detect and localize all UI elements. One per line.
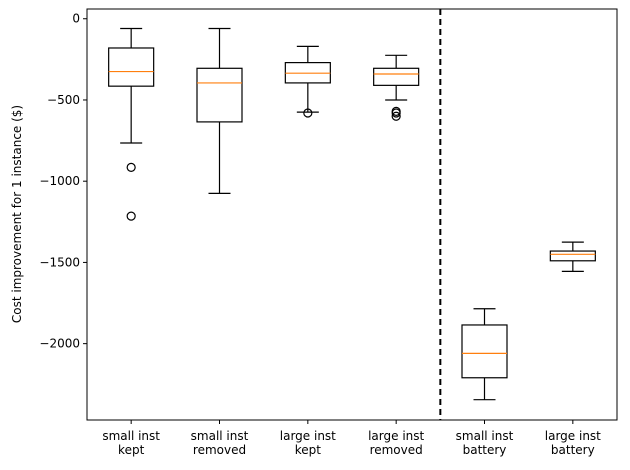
box-group — [461, 308, 508, 401]
x-tick-label: battery — [463, 443, 507, 457]
iqr-box — [196, 67, 243, 123]
y-tick-label: −500 — [47, 93, 80, 107]
x-tick-label: removed — [370, 443, 423, 457]
y-axis: 0 −500 −1000 −1500 −2000 — [39, 12, 87, 351]
box-group — [549, 241, 596, 272]
x-tick-label: removed — [193, 443, 246, 457]
iqr-box — [461, 324, 508, 379]
boxes — [108, 27, 596, 401]
x-tick-label: small inst — [191, 429, 249, 443]
box-group — [108, 27, 155, 221]
x-tick-label: large inst — [280, 429, 336, 443]
y-tick-label: −1000 — [39, 174, 80, 188]
y-tick-label: −2000 — [39, 337, 80, 351]
iqr-box — [549, 250, 596, 262]
iqr-box — [108, 47, 155, 87]
x-tick-label: kept — [118, 443, 145, 457]
box-group — [196, 27, 243, 194]
x-tick-label: kept — [295, 443, 322, 457]
x-tick-label: small inst — [456, 429, 514, 443]
x-tick-label: battery — [551, 443, 595, 457]
outlier-point — [391, 108, 401, 118]
y-tick-label: −1500 — [39, 255, 80, 269]
iqr-box — [373, 67, 420, 86]
outlier-point — [126, 211, 136, 221]
x-tick-label: large inst — [368, 429, 424, 443]
y-axis-label: Cost improvement for 1 instance ($) — [10, 105, 24, 323]
outlier-point — [391, 111, 401, 121]
x-tick-label: small inst — [102, 429, 160, 443]
box-group — [284, 45, 331, 118]
y-tick-label: 0 — [72, 12, 80, 26]
plot-area — [86, 8, 618, 421]
box-group — [373, 54, 420, 121]
outlier-point — [126, 162, 136, 172]
x-tick-label: large inst — [545, 429, 601, 443]
outlier-point — [303, 108, 313, 118]
